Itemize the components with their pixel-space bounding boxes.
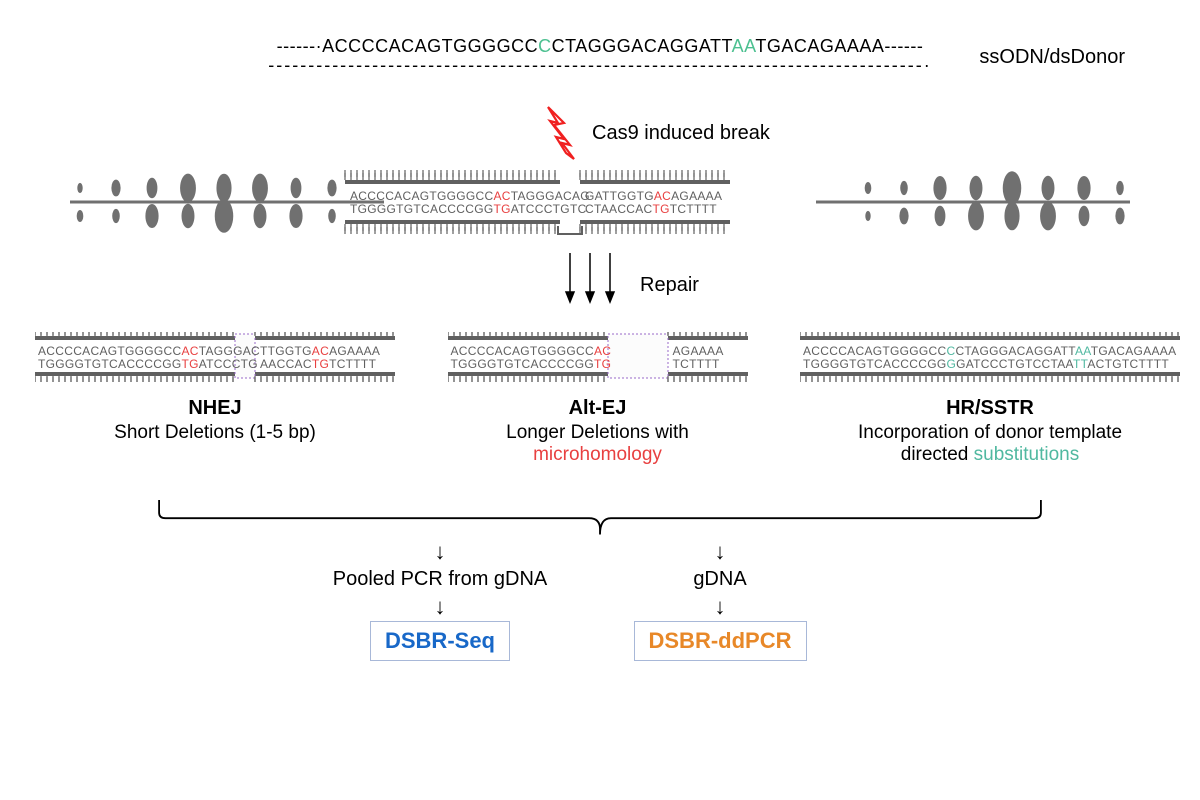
repair-arrows (555, 248, 625, 308)
readout-seq-text: Pooled PCR from gDNA (300, 568, 580, 591)
dsbr-seq-box: DSBR-Seq (370, 621, 510, 661)
altej-desc: Longer Deletions with microhomology (400, 422, 795, 466)
readout-ddpcr-text: gDNA (620, 568, 820, 591)
converging-bracket (110, 500, 1090, 540)
readout-ddpcr: ↓ gDNA ↓ DSBR-ddPCR (620, 542, 820, 661)
pathway-nhej: ACCCCACAGTGGGGCCACTAGGGAC TGGGGTGTCACCCC… (25, 332, 405, 444)
cas9-label: Cas9 induced break (592, 122, 770, 145)
repair-label: Repair (640, 274, 699, 297)
chromatin-diagram: ACCCCACAGTGGGGCCACTAGGGACAG TGGGGTGTCACC… (50, 162, 1150, 238)
pathway-hr: ACCCCACAGTGGGGCCCCTAGGGACAGGATTAATGACAGA… (790, 332, 1190, 466)
down-arrow-icon: ↓ (300, 542, 580, 562)
hr-desc: Incorporation of donor template directed… (790, 422, 1190, 466)
nhej-desc: Short Deletions (1-5 bp) (25, 422, 405, 444)
pathway-altej: ACCCCACAGTGGGGCCAC TGGGGTGTCACCCCGGTG AG… (400, 332, 795, 466)
down-arrow-icon: ↓ (620, 542, 820, 562)
down-arrow-icon: ↓ (300, 597, 580, 617)
lightning-icon (536, 105, 580, 161)
readout-seq: ↓ Pooled PCR from gDNA ↓ DSBR-Seq (300, 542, 580, 661)
dsbr-ddpcr-box: DSBR-ddPCR (634, 621, 807, 661)
donor-label: ssODN/dsDonor (979, 46, 1125, 69)
down-arrow-icon: ↓ (620, 597, 820, 617)
hr-title: HR/SSTR (790, 397, 1190, 420)
nhej-title: NHEJ (25, 397, 405, 420)
altej-title: Alt-EJ (400, 397, 795, 420)
